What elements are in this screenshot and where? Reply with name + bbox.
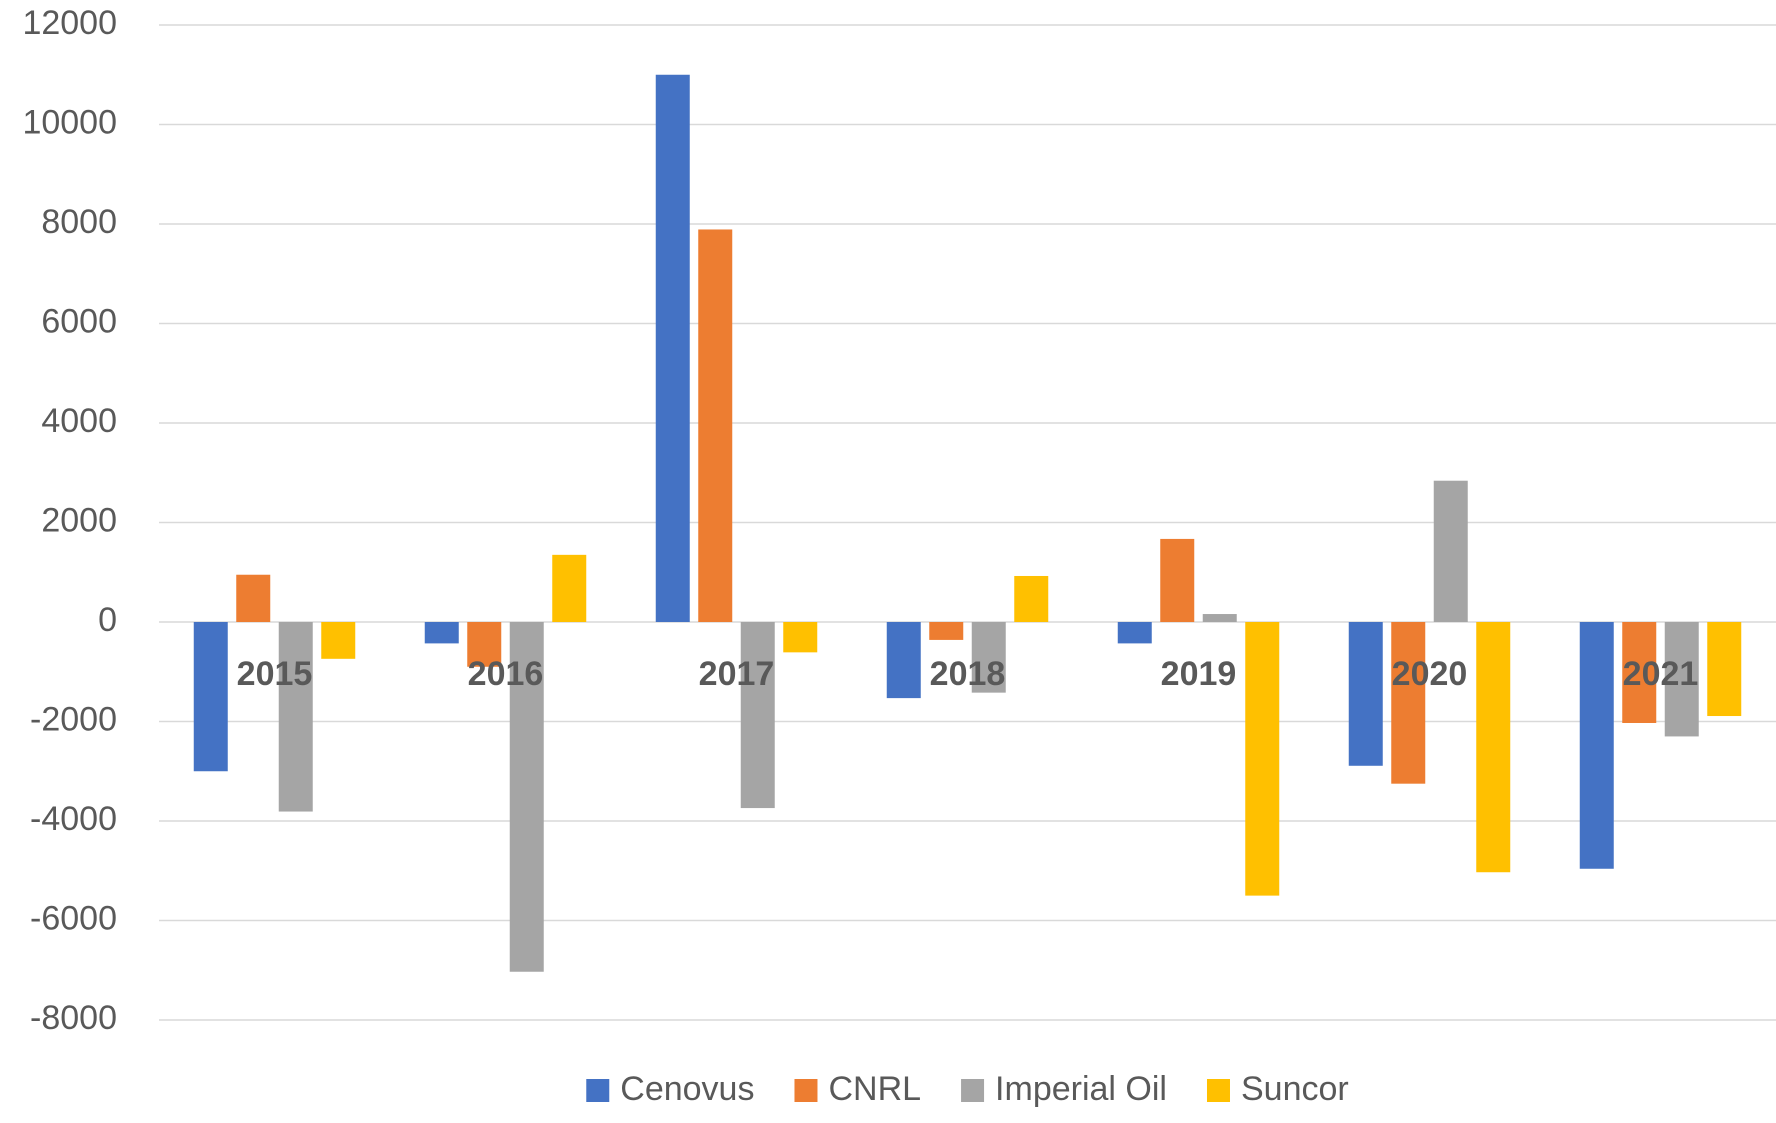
y-tick-label: 12000: [22, 4, 117, 42]
legend-label: Imperial Oil: [995, 1070, 1167, 1108]
bar: [1707, 622, 1742, 717]
bar: [1622, 622, 1657, 723]
bar: [1348, 622, 1383, 766]
legend-swatch: [961, 1079, 985, 1102]
x-tick-label: 2021: [1623, 655, 1699, 693]
bar: [552, 554, 587, 622]
bar: [929, 622, 964, 640]
bar: [1579, 622, 1614, 869]
x-tick-label: 2015: [237, 655, 313, 693]
legend-label: Suncor: [1241, 1070, 1349, 1108]
bar: [193, 622, 228, 772]
bar: [236, 574, 271, 622]
y-tick-label: -6000: [30, 899, 117, 937]
legend-swatch: [794, 1079, 818, 1102]
x-tick-label: 2020: [1392, 655, 1468, 693]
x-tick-label: 2017: [699, 655, 775, 693]
bar: [1014, 575, 1049, 622]
x-tick-label: 2019: [1161, 655, 1237, 693]
y-tick-label: -4000: [30, 800, 117, 838]
bar: [783, 622, 818, 653]
y-tick-label: 6000: [41, 302, 117, 340]
y-tick-label: 0: [98, 601, 117, 639]
legend-label: CNRL: [828, 1070, 921, 1108]
bar: [424, 622, 459, 644]
legend: Cenovus CNRL Imperial Oil Suncor: [586, 1070, 1349, 1108]
bar: [886, 622, 921, 699]
bar: [467, 622, 502, 667]
bar: [1245, 622, 1280, 896]
bar: [509, 622, 544, 972]
bar: [740, 622, 775, 809]
bar: [698, 229, 733, 622]
y-tick-label: 10000: [22, 103, 117, 141]
bar: [1433, 480, 1468, 622]
bar: [1391, 622, 1426, 784]
legend-swatch: [1206, 1079, 1230, 1102]
x-tick-label: 2016: [468, 655, 544, 693]
bar: [1664, 622, 1699, 737]
bar: [278, 622, 313, 812]
x-tick-label: 2018: [930, 655, 1006, 693]
bar: [1476, 622, 1511, 873]
bar: [1117, 622, 1152, 644]
legend-label: Cenovus: [620, 1070, 754, 1108]
bar: [321, 622, 356, 659]
y-tick-label: 2000: [41, 501, 117, 539]
bar: [655, 74, 690, 622]
bar: [1202, 614, 1237, 622]
bar: [1160, 538, 1195, 622]
y-tick-label: -8000: [30, 999, 117, 1037]
y-tick-label: 8000: [41, 203, 117, 241]
legend-swatch: [586, 1079, 610, 1102]
y-tick-label: 4000: [41, 402, 117, 440]
y-tick-label: -2000: [30, 700, 117, 738]
bar: [971, 622, 1006, 693]
